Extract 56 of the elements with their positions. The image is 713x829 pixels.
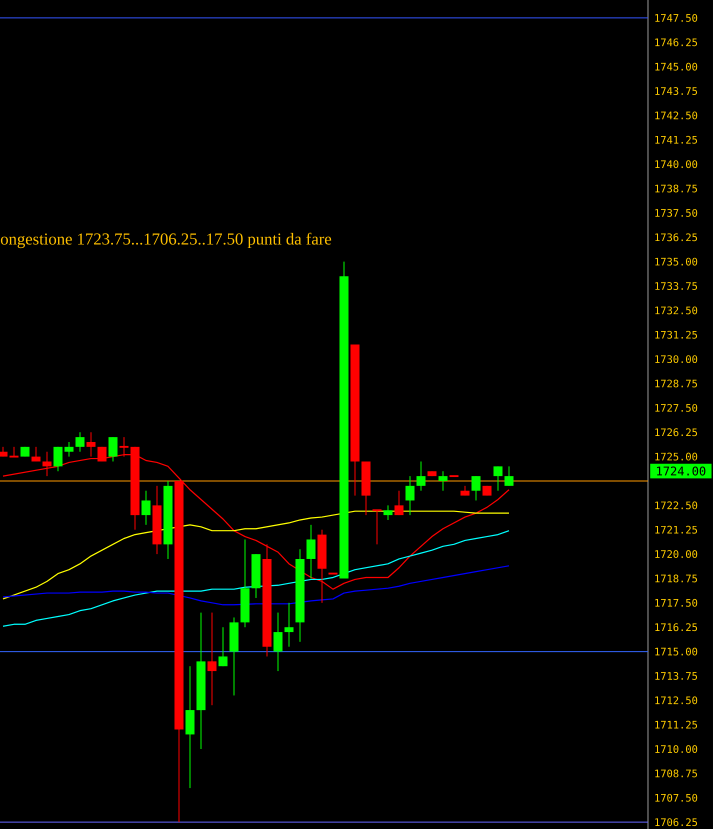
y-tick-label: 1722.50 xyxy=(655,501,698,510)
y-tick-label: 1731.25 xyxy=(655,330,698,339)
candlestick xyxy=(438,470,448,492)
y-tick-label: 1707.50 xyxy=(655,794,698,802)
candlestick xyxy=(141,490,151,526)
text: 1724.00 xyxy=(657,466,706,476)
y-tick-label: 1732.50 xyxy=(655,306,698,314)
y-tick-label: 1740.00 xyxy=(655,160,698,168)
y-tick-label: 1721.25 xyxy=(655,526,698,534)
y-tick-label: 1720.00 xyxy=(655,550,698,558)
y-tick-label: 1716.25 xyxy=(655,623,698,632)
y-tick-label: 1712.50 xyxy=(655,696,698,704)
y-tick-label: 1733.75 xyxy=(655,282,698,290)
y-tick-label: 1710.00 xyxy=(655,745,698,753)
candlestick xyxy=(75,432,85,452)
y-tick-label: 1717.50 xyxy=(655,598,698,607)
candlestick xyxy=(383,504,393,520)
y-tick-label: 1738.75 xyxy=(655,184,698,192)
candlestick xyxy=(405,476,415,516)
y-tick-label: 1736.25 xyxy=(655,233,698,242)
candlestick xyxy=(372,509,382,545)
candlestick xyxy=(64,441,74,458)
y-tick-label: 1745.00 xyxy=(655,62,698,71)
y-tick-label: 1728.75 xyxy=(655,380,698,388)
annotation: ongestione 1723.75...1706.25..17.50 punti da fare xyxy=(0,232,332,248)
candlestick xyxy=(493,466,503,492)
candlestick xyxy=(504,466,514,486)
y-tick-label: 1742.50 xyxy=(655,111,698,120)
y-tick-label: 1737.50 xyxy=(655,208,698,217)
candlestick xyxy=(53,446,63,472)
y-tick-label: 1718.75 xyxy=(655,574,698,582)
candlestick xyxy=(207,612,217,706)
y-tick-label: 1715.00 xyxy=(655,648,698,656)
y-tick-label: 1713.75 xyxy=(655,672,698,680)
y-tick-label: 1725.00 xyxy=(655,452,698,461)
candlestick xyxy=(273,612,283,672)
y-tick-label: 1747.50 xyxy=(655,14,698,22)
y-tick-label: 1726.25 xyxy=(655,428,698,436)
candlestick xyxy=(8,446,20,458)
candlestick xyxy=(416,460,426,492)
candlestick xyxy=(31,446,41,462)
y-tick-label: 1730.00 xyxy=(655,355,698,364)
candlestick xyxy=(108,436,118,462)
candlestick xyxy=(471,476,481,501)
y-tick-label: 1746.25 xyxy=(655,38,698,46)
y-tick-label: 1743.75 xyxy=(655,87,698,95)
y-tick-label: 1708.75 xyxy=(655,770,698,778)
candlestick xyxy=(284,602,294,648)
y-tick-label: 1741.25 xyxy=(655,136,698,144)
y-tick-label: 1711.25 xyxy=(655,720,698,729)
candlestick xyxy=(218,626,228,667)
y-tick-label: 1706.25 xyxy=(655,818,698,826)
y-tick-label: 1727.50 xyxy=(655,404,698,412)
candlestick xyxy=(306,524,316,579)
y-tick-label: 1735.00 xyxy=(655,258,698,266)
candlestick xyxy=(394,490,404,516)
